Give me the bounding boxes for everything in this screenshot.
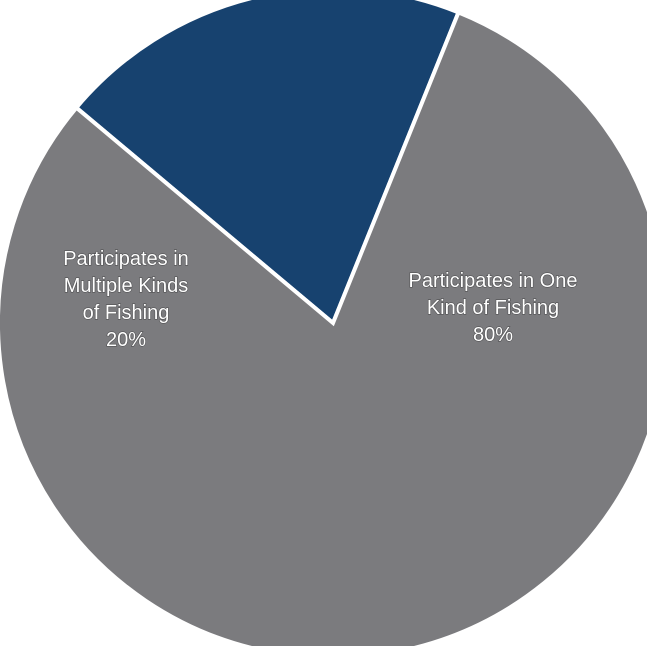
pie-slice-label-0: Participates in Multiple Kinds of Fishing 2… <box>63 248 189 351</box>
pie-slice-label-1: Participates in One Kind of Fishing 80% <box>409 270 578 346</box>
slice-label-line: of Fishing <box>83 302 170 324</box>
slice-label-line: Kind of Fishing <box>427 297 559 319</box>
slice-value-label: 20% <box>106 329 146 351</box>
slice-value-label: 80% <box>473 324 513 346</box>
pie-slice-0 <box>73 0 462 327</box>
slice-label-line: Participates in One <box>409 270 578 292</box>
slice-label-line: Participates in <box>63 248 189 270</box>
slice-label-line: Multiple Kinds <box>64 275 189 297</box>
pie-slice-1 <box>0 9 647 646</box>
